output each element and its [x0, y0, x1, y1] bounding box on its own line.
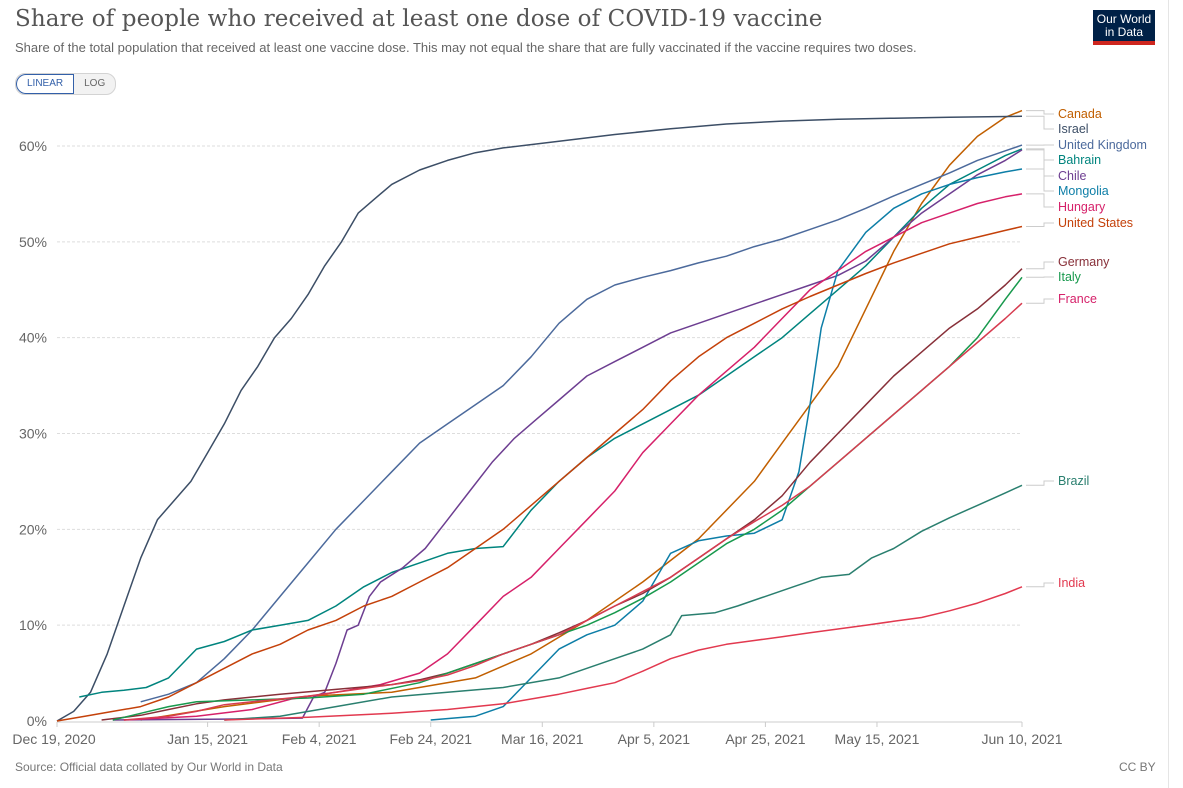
legend-label-germany[interactable]: Germany: [1058, 255, 1110, 269]
owid-logo[interactable]: Our World in Data: [1093, 10, 1155, 45]
legend-connector: [1026, 115, 1054, 130]
y-tick-label: 10%: [19, 617, 47, 633]
series-line-india[interactable]: [224, 586, 1023, 721]
legend-label-canada[interactable]: Canada: [1058, 107, 1102, 121]
legend-connector: [1026, 149, 1054, 177]
series-line-chile[interactable]: [112, 149, 1023, 721]
series-line-brazil[interactable]: [224, 484, 1023, 721]
source-note: Source: Official data collated by Our Wo…: [15, 760, 283, 774]
x-tick-label: Mar 16, 2021: [501, 731, 584, 747]
linear-scale-button[interactable]: LINEAR: [16, 74, 75, 94]
y-tick-label: 0%: [27, 713, 47, 729]
series-line-united-kingdom[interactable]: [140, 144, 1023, 703]
y-tick-label: 40%: [19, 330, 47, 346]
panel-divider: [1168, 0, 1169, 788]
series-line-france[interactable]: [123, 302, 1023, 721]
x-tick-label: Dec 19, 2020: [12, 731, 95, 747]
logo-line-1: Our World: [1096, 12, 1152, 26]
y-tick-label: 20%: [19, 521, 47, 537]
legend-label-mongolia[interactable]: Mongolia: [1058, 184, 1109, 198]
chart-title: Share of people who received at least on…: [15, 6, 823, 32]
legend-label-brazil[interactable]: Brazil: [1058, 474, 1089, 488]
x-tick-label: Apr 5, 2021: [618, 731, 691, 747]
legend-label-united-kingdom[interactable]: United Kingdom: [1058, 138, 1147, 152]
x-axis: Dec 19, 2020 Jan 15, 2021 Feb 4, 2021 Feb 2…: [12, 721, 1063, 747]
legend-connector: [1026, 110, 1054, 115]
legend-label-chile[interactable]: Chile: [1058, 169, 1087, 183]
legend-label-israel[interactable]: Israel: [1058, 122, 1089, 136]
logo-line-2: in Data: [1104, 25, 1144, 39]
legend-label-india[interactable]: India: [1058, 576, 1085, 590]
series-lines: [56, 109, 1023, 722]
legend-label-france[interactable]: France: [1058, 292, 1097, 306]
y-tick-label: 30%: [19, 426, 47, 442]
legend-connector: [1026, 582, 1054, 588]
x-tick-label: Jan 15, 2021: [167, 731, 248, 747]
series-line-italy[interactable]: [112, 276, 1023, 721]
x-tick-label: Jun 10, 2021: [982, 731, 1063, 747]
legend-connector: [1026, 222, 1054, 227]
series-line-united-states[interactable]: [56, 225, 1023, 722]
legend-connector: [1026, 168, 1054, 192]
license-link[interactable]: CC BY: [1119, 760, 1156, 774]
y-axis-ticks: 0% 10% 20% 30% 40% 50% 60%: [19, 138, 47, 729]
legend-connector: [1026, 193, 1054, 208]
series-line-bahrain[interactable]: [79, 148, 1023, 698]
legend-connector: [1026, 298, 1054, 304]
x-tick-label: Feb 4, 2021: [282, 731, 357, 747]
legend-label-bahrain[interactable]: Bahrain: [1058, 153, 1101, 167]
series-line-germany[interactable]: [101, 268, 1023, 721]
legend-label-hungary[interactable]: Hungary: [1058, 200, 1106, 214]
chart-subtitle: Share of the total population that recei…: [15, 40, 917, 55]
x-tick-label: Feb 24, 2021: [389, 731, 472, 747]
series-line-canada[interactable]: [140, 109, 1023, 721]
series-line-hungary[interactable]: [123, 193, 1023, 721]
series-line-mongolia[interactable]: [430, 168, 1023, 721]
series-line-israel[interactable]: [56, 115, 1023, 722]
scale-toggle: LINEAR LOG: [15, 73, 117, 95]
legend-label-italy[interactable]: Italy: [1058, 270, 1082, 284]
log-scale-button[interactable]: LOG: [84, 78, 106, 89]
legend-connector: [1026, 480, 1054, 486]
legend-connector: [1026, 148, 1054, 161]
x-tick-label: May 15, 2021: [835, 731, 920, 747]
legend-connector: [1026, 261, 1054, 270]
y-tick-label: 50%: [19, 234, 47, 250]
y-tick-label: 60%: [19, 138, 47, 154]
gridlines: [57, 145, 1022, 626]
legend-label-united-states[interactable]: United States: [1058, 216, 1133, 230]
x-tick-label: Apr 25, 2021: [725, 731, 805, 747]
